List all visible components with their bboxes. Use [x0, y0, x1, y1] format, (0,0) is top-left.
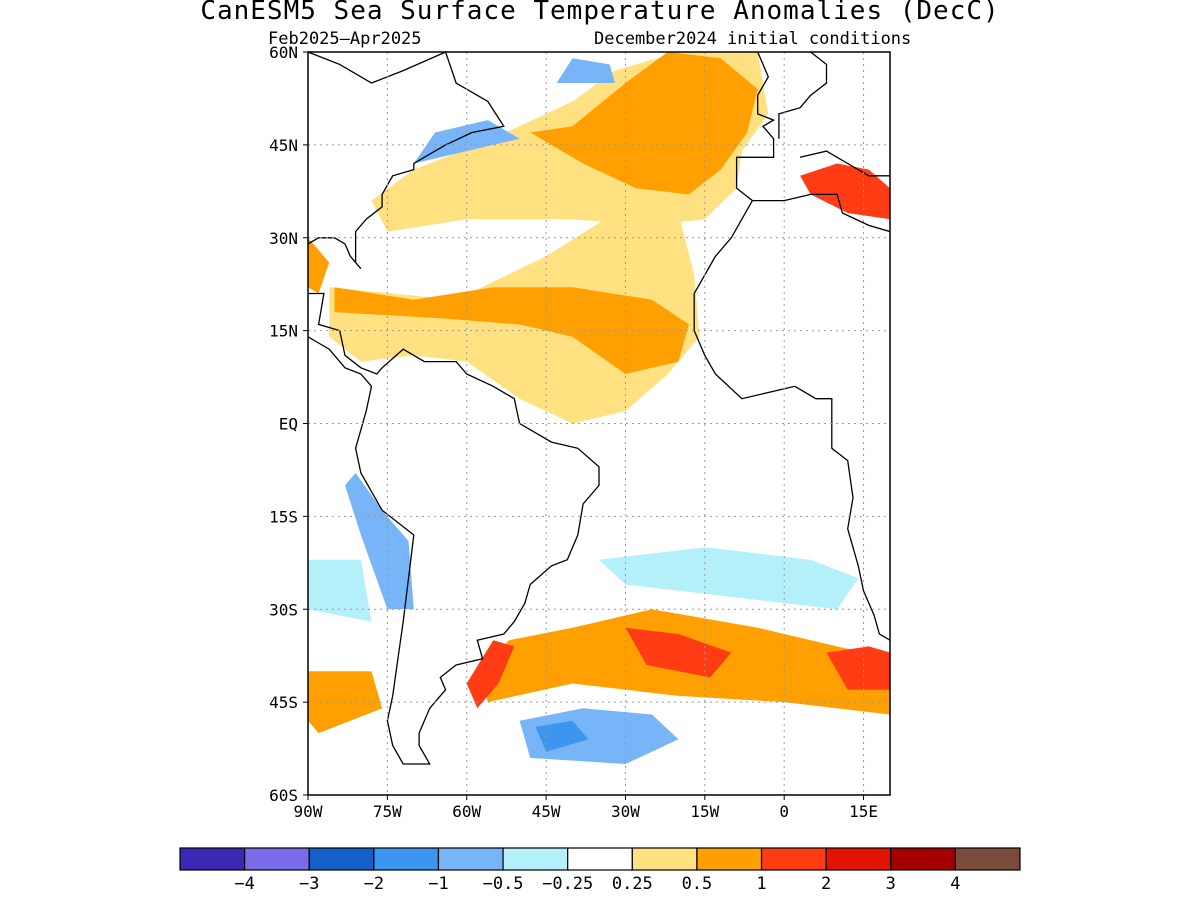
lon-tick-label: 0: [779, 802, 789, 821]
anomaly-region: [308, 237, 330, 294]
anomaly-region: [599, 547, 859, 610]
lat-tick-label: 30N: [269, 229, 298, 248]
colorbar-swatch: [437, 847, 504, 871]
coastline: [693, 52, 890, 641]
lat-tick-label: 15S: [269, 507, 298, 526]
lon-tick-label: 90W: [294, 802, 323, 821]
colorbar-label: 4: [950, 874, 960, 894]
colorbar-label: −3: [299, 874, 319, 894]
map-title: CanESM5 Sea Surface Temperature Anomalie…: [200, 0, 1000, 26]
colorbar-label: 0.25: [612, 874, 653, 894]
gridlines: [308, 52, 890, 795]
colorbar-label: 3: [886, 874, 896, 894]
anomaly-region: [535, 720, 589, 752]
anomaly-region: [334, 287, 689, 374]
colorbar-swatch: [373, 847, 440, 871]
colorbar-swatch: [825, 847, 892, 871]
axis-ticks: 90W 75W 60W 45W 30W 15W 0 15E 60N 45N 30N 15N EQ 15S 3…: [269, 43, 878, 821]
colorbar-label: 1: [756, 874, 766, 894]
anomaly-region: [826, 646, 890, 690]
anomaly-region: [556, 58, 615, 83]
colorbar-swatch: [502, 847, 569, 871]
colorbar-swatch: [696, 847, 763, 871]
colorbar-swatch: [760, 847, 827, 871]
lat-tick-label: 45S: [269, 693, 298, 712]
lon-tick-label: 45W: [532, 802, 561, 821]
lat-tick-label: 45N: [269, 136, 298, 155]
coastline: [778, 52, 828, 139]
anomaly-region: [308, 559, 372, 622]
coastline: [752, 193, 890, 233]
anomaly-region: [599, 398, 838, 511]
colorbar-label: 2: [821, 874, 831, 894]
lon-tick-label: 30W: [611, 802, 640, 821]
colorbar-swatch: [308, 847, 375, 871]
colorbar-label: −1: [428, 874, 448, 894]
coastline: [308, 52, 505, 270]
colorbar-swatch: [954, 847, 1021, 871]
lon-tick-label: 15W: [690, 802, 719, 821]
lon-tick-label: 60W: [452, 802, 481, 821]
colorbar-swatch: [631, 847, 698, 871]
anomaly-region: [413, 120, 520, 164]
forecast-period: Feb2025–Apr2025: [268, 29, 422, 49]
coastline: [308, 292, 600, 765]
lat-tick-label: 60N: [269, 43, 298, 62]
colorbar-swatch: [179, 847, 246, 871]
colorbar-swatch: [244, 847, 310, 871]
anomaly-region: [800, 163, 890, 220]
lon-tick-label: 15E: [849, 802, 878, 821]
colorbar-label: 0.5: [682, 874, 713, 894]
lat-tick-label: 60S: [269, 786, 298, 805]
lat-tick-label: 15N: [269, 322, 298, 341]
colorbar-label: −4: [234, 874, 254, 894]
colorbar-swatch: [890, 847, 956, 871]
anomaly-region: [345, 473, 414, 610]
anomaly-region: [519, 708, 679, 764]
colorbar-swatch: [567, 847, 633, 871]
anomaly-region: [530, 52, 758, 195]
initial-conditions: December2024 initial conditions: [594, 29, 912, 49]
coastline: [799, 150, 890, 177]
lat-tick-label: EQ: [279, 415, 298, 434]
lat-tick-label: 30S: [269, 600, 298, 619]
colorbar-label: −0.5: [483, 874, 524, 894]
anomaly-shading: [308, 52, 890, 764]
anomaly-region: [466, 640, 515, 709]
colorbar-label: −2: [364, 874, 384, 894]
colorbar-label: −0.25: [542, 874, 593, 894]
coastlines: [308, 52, 890, 765]
lon-tick-label: 75W: [373, 802, 402, 821]
